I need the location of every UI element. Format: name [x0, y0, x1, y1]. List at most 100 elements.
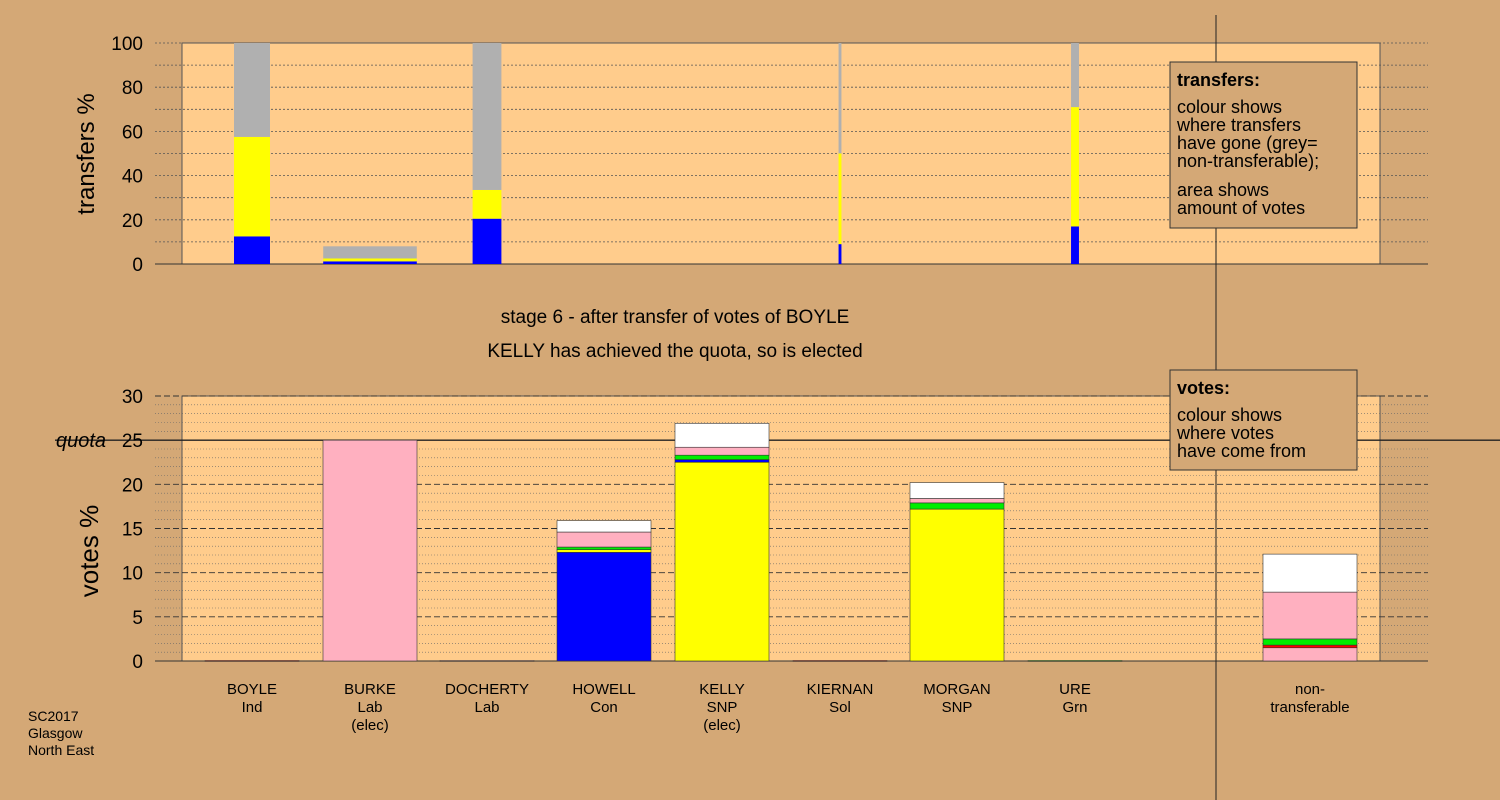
transfers-y-axis-label: transfers % [73, 93, 100, 214]
votes-legend-title: votes: [1177, 378, 1230, 398]
candidate-label: Sol [829, 699, 851, 716]
vote-segment [1262, 647, 1358, 662]
transfer-segment [838, 43, 842, 154]
transfers-legend-line: have gone (grey= [1177, 133, 1318, 153]
y-tick-label: 20 [122, 475, 143, 496]
vote-segment [1027, 660, 1123, 662]
footer-line: SC2017 [28, 708, 79, 724]
y-tick-label: 40 [122, 167, 143, 188]
transfers-bars [234, 43, 1079, 264]
transfers-legend-line: where transfers [1176, 115, 1301, 135]
vote-segment [1262, 638, 1358, 646]
vote-segment [674, 423, 770, 448]
transfers-y-ticks: 0 20 40 60 80 100 [111, 34, 143, 276]
y-tick-label: 100 [111, 34, 143, 55]
transfers-legend-line: amount of votes [1177, 198, 1305, 218]
candidate-label: SNP [707, 699, 738, 716]
vote-segment [556, 552, 652, 662]
vote-segment [674, 454, 770, 460]
transfers-legend-title: transfers: [1177, 70, 1260, 90]
votes-y-ticks: 0 5 10 15 20 25 30 [122, 387, 143, 673]
candidate-label: Grn [1062, 699, 1087, 716]
transfer-segment [838, 244, 842, 264]
vote-segment [322, 439, 418, 662]
y-tick-label: 80 [122, 78, 143, 99]
vote-segment [556, 531, 652, 548]
transfer-segment [234, 43, 270, 137]
votes-legend-line: colour shows [1177, 405, 1282, 425]
transfer-segment [1071, 107, 1079, 227]
candidate-label: HOWELL [572, 681, 635, 698]
candidate-label: Lab [357, 699, 382, 716]
candidate-label: URE [1059, 681, 1091, 698]
transfer-segment [472, 218, 502, 264]
vote-segment [556, 520, 652, 533]
transfer-segment [1071, 43, 1079, 108]
candidate-label: Lab [474, 699, 499, 716]
transfer-segment [323, 258, 417, 262]
vote-segment [674, 446, 770, 456]
stage-subtitle: KELLY has achieved the quota, so is elec… [487, 341, 862, 362]
vote-segment [556, 549, 652, 553]
candidate-label: MORGAN [923, 681, 991, 698]
vote-segment [674, 461, 770, 662]
y-tick-label: 0 [132, 255, 143, 276]
transfers-legend-line: colour shows [1177, 97, 1282, 117]
vote-segment [909, 498, 1005, 504]
transfer-segment [323, 246, 417, 259]
votes-legend-line: where votes [1176, 423, 1274, 443]
candidate-labels: BOYLEIndBURKELab(elec)DOCHERTYLabHOWELLC… [227, 681, 1350, 734]
candidate-label: BOYLE [227, 681, 277, 698]
vote-segment [1262, 644, 1358, 649]
candidate-label: SNP [942, 699, 973, 716]
vote-segment [909, 482, 1005, 499]
candidate-label: Ind [242, 699, 263, 716]
transfer-segment [323, 261, 417, 264]
nontransferable-label: transferable [1270, 699, 1349, 716]
vote-segment [909, 502, 1005, 510]
transfers-legend: transfers: colour shows where transfers … [1169, 61, 1358, 229]
y-tick-label: 30 [122, 387, 143, 408]
y-tick-label: 15 [122, 520, 143, 541]
footer-line: Glasgow [28, 725, 83, 741]
candidate-label: BURKE [344, 681, 396, 698]
transfer-segment [838, 153, 842, 245]
vote-segment [792, 660, 888, 662]
y-tick-label: 60 [122, 122, 143, 143]
transfer-segment [1071, 226, 1079, 264]
vote-segment [556, 546, 652, 550]
y-tick-label: 5 [132, 608, 143, 629]
votes-legend-box [1169, 369, 1358, 471]
y-tick-label: 20 [122, 211, 143, 232]
transfers-legend-line: area shows [1177, 180, 1269, 200]
candidate-label: Con [590, 699, 618, 716]
candidate-label: (elec) [351, 717, 389, 734]
transfer-segment [472, 189, 502, 219]
transfer-segment [472, 43, 502, 190]
y-tick-label: 0 [132, 652, 143, 673]
votes-legend-line: have come from [1177, 441, 1306, 461]
transfers-legend-line: non-transferable); [1177, 151, 1319, 171]
candidate-label: (elec) [703, 717, 741, 734]
vote-segment [909, 508, 1005, 662]
footer-line: North East [28, 742, 94, 758]
votes-legend: votes: colour shows where votes have com… [1169, 369, 1358, 471]
votes-bars [204, 423, 1358, 662]
transfer-segment [234, 136, 270, 237]
vote-segment [1262, 553, 1358, 593]
y-tick-label: 10 [122, 564, 143, 585]
votes-chart: 0 5 10 15 20 25 30 quota votes % [55, 387, 1500, 673]
stage-title: stage 6 - after transfer of votes of BOY… [501, 307, 850, 328]
vote-segment [1262, 591, 1358, 640]
transfer-segment [234, 236, 270, 264]
nontransferable-label: non- [1295, 681, 1325, 698]
candidate-label: KELLY [699, 681, 745, 698]
candidate-label: KIERNAN [807, 681, 874, 698]
vote-segment [439, 660, 535, 662]
y-tick-label: 25 [122, 431, 143, 452]
vote-segment [204, 660, 300, 662]
quota-label: quota [56, 430, 106, 452]
votes-y-axis-label: votes % [74, 505, 104, 598]
candidate-label: DOCHERTY [445, 681, 529, 698]
